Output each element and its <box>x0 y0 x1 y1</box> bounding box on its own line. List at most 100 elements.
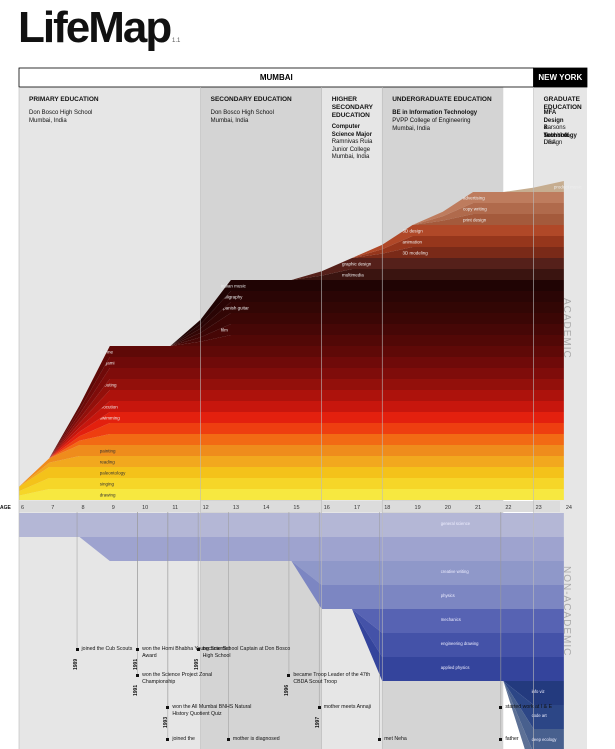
phase-detail: Mumbai, India <box>331 154 370 160</box>
phase-detail: Mumbai, India <box>210 117 249 124</box>
layer-label: general science <box>441 521 471 526</box>
academic-layer <box>19 401 564 487</box>
phase-detail: Mumbai, India <box>392 125 430 132</box>
age-tick-label: 17 <box>354 505 360 511</box>
age-tick-label: 16 <box>324 505 330 511</box>
phase-heading: GRADUATE EDUCATION <box>544 96 582 112</box>
non-academic-layer <box>19 537 564 609</box>
layer-label: painting <box>100 449 116 454</box>
non-academic-side-label: NON-ACADEMIC <box>561 566 572 657</box>
layer-label: paleontology <box>100 471 126 476</box>
event-text: joined the Cub Scouts <box>81 646 133 652</box>
phase-detail: New York, USA <box>543 132 571 147</box>
event-text: mother is diagnosed <box>232 736 280 742</box>
age-tick-label: 7 <box>51 505 54 511</box>
phase-detail: Ramnivas Ruia <box>331 139 373 145</box>
layer-label: code art <box>532 713 548 718</box>
non-academic-layer <box>19 513 564 537</box>
academic-layer <box>19 489 564 500</box>
page-title: LifeMap <box>18 3 172 52</box>
age-tick-label: 13 <box>233 505 239 511</box>
layer-label: graphic design <box>342 262 372 267</box>
event-text: joined the <box>172 736 195 742</box>
phase-detail: Parsons School of Design <box>543 125 569 146</box>
academic-layer <box>19 423 564 487</box>
phase-major: Computer Science Major <box>331 124 373 138</box>
event-text: father <box>505 736 519 742</box>
event-year: 1989 <box>72 658 79 670</box>
age-axis-label: AGE <box>0 505 12 511</box>
academic-layer <box>19 412 564 487</box>
layer-label: 3D modeling <box>403 251 429 256</box>
non-academic-layer <box>19 537 564 561</box>
age-axis-bar <box>19 501 560 512</box>
non-academic-layer <box>19 537 564 681</box>
layer-label: applied physics <box>441 665 470 670</box>
phase-detail: Don Bosco High School <box>29 110 93 116</box>
academic-side-label: ACADEMIC <box>561 298 572 359</box>
layer-label: scouting <box>100 383 117 388</box>
event-marker <box>75 648 79 651</box>
age-tick-label: 24 <box>566 505 572 511</box>
event-text: won the All Mumbai BNHS Natural History … <box>172 704 252 717</box>
event-text: became School Captain at Don Bosco High … <box>202 646 291 659</box>
layer-label: print design <box>463 218 487 223</box>
academic-layer <box>19 478 564 496</box>
layer-label: devine <box>100 350 114 355</box>
layer-label: engineering drawing <box>441 641 479 646</box>
layer-label: singing <box>100 482 115 487</box>
event-marker <box>317 706 321 709</box>
layer-label: advertising <box>463 196 485 201</box>
event-text: started work at I & E <box>505 704 553 710</box>
layer-label: swimming <box>100 416 120 421</box>
event-text: became Troop Leader of the 47th CBDA Sco… <box>293 672 371 685</box>
age-tick-label: 11 <box>172 505 178 511</box>
age-tick-label: 10 <box>142 505 148 511</box>
non-academic-layer <box>19 537 564 633</box>
phase-major: BE in Information Technology <box>392 110 478 116</box>
event-marker <box>166 738 170 741</box>
age-tick-label: 9 <box>112 505 115 511</box>
event-marker <box>136 674 140 677</box>
academic-layer <box>19 467 564 492</box>
event-text: won the Homi Bhabha Young Scientist Awar… <box>142 646 231 659</box>
age-tick-label: 19 <box>415 505 421 511</box>
layer-label: calligraphy <box>221 295 243 300</box>
event-marker <box>499 738 503 741</box>
age-tick-label: 14 <box>263 505 269 511</box>
layer-label: 3D design <box>403 229 424 234</box>
event-marker <box>499 706 503 709</box>
location-label: NEW YORK <box>538 73 583 82</box>
academic-layer <box>19 434 564 487</box>
academic-layer <box>19 456 564 487</box>
layer-label: copy writing <box>463 207 487 212</box>
age-tick-label: 21 <box>475 505 481 511</box>
layer-label: product music <box>554 185 583 190</box>
layer-label: mechanics <box>441 617 461 622</box>
layer-label: indian music <box>221 284 247 289</box>
event-year: 1991 <box>133 684 140 696</box>
layer-label: multimedia <box>342 273 364 278</box>
phase-heading: HIGHER SECONDARY EDUCATION <box>331 96 373 119</box>
event-year: 1993 <box>163 716 170 728</box>
age-tick-label: 15 <box>293 505 299 511</box>
age-tick-label: 18 <box>384 505 390 511</box>
academic-layer <box>19 390 564 487</box>
event-text: mother meets Annaji <box>323 704 371 710</box>
phase-detail: Junior College <box>331 146 371 153</box>
location-bar <box>533 67 588 88</box>
event-marker <box>136 648 140 651</box>
age-tick-label: 12 <box>203 505 209 511</box>
layer-label: origami <box>100 361 115 366</box>
layer-label: spanish guitar <box>221 306 250 311</box>
age-tick-label: 22 <box>505 505 511 511</box>
event-marker <box>378 738 382 741</box>
event-year: 1991 <box>133 658 140 670</box>
event-text: met Neha <box>384 736 407 742</box>
non-academic-layer <box>19 537 564 657</box>
event-year: 1996 <box>284 684 291 696</box>
event-marker <box>166 706 170 709</box>
layer-label: drawing <box>100 493 116 498</box>
phase-detail: PVPP College of Engineering <box>392 118 471 124</box>
